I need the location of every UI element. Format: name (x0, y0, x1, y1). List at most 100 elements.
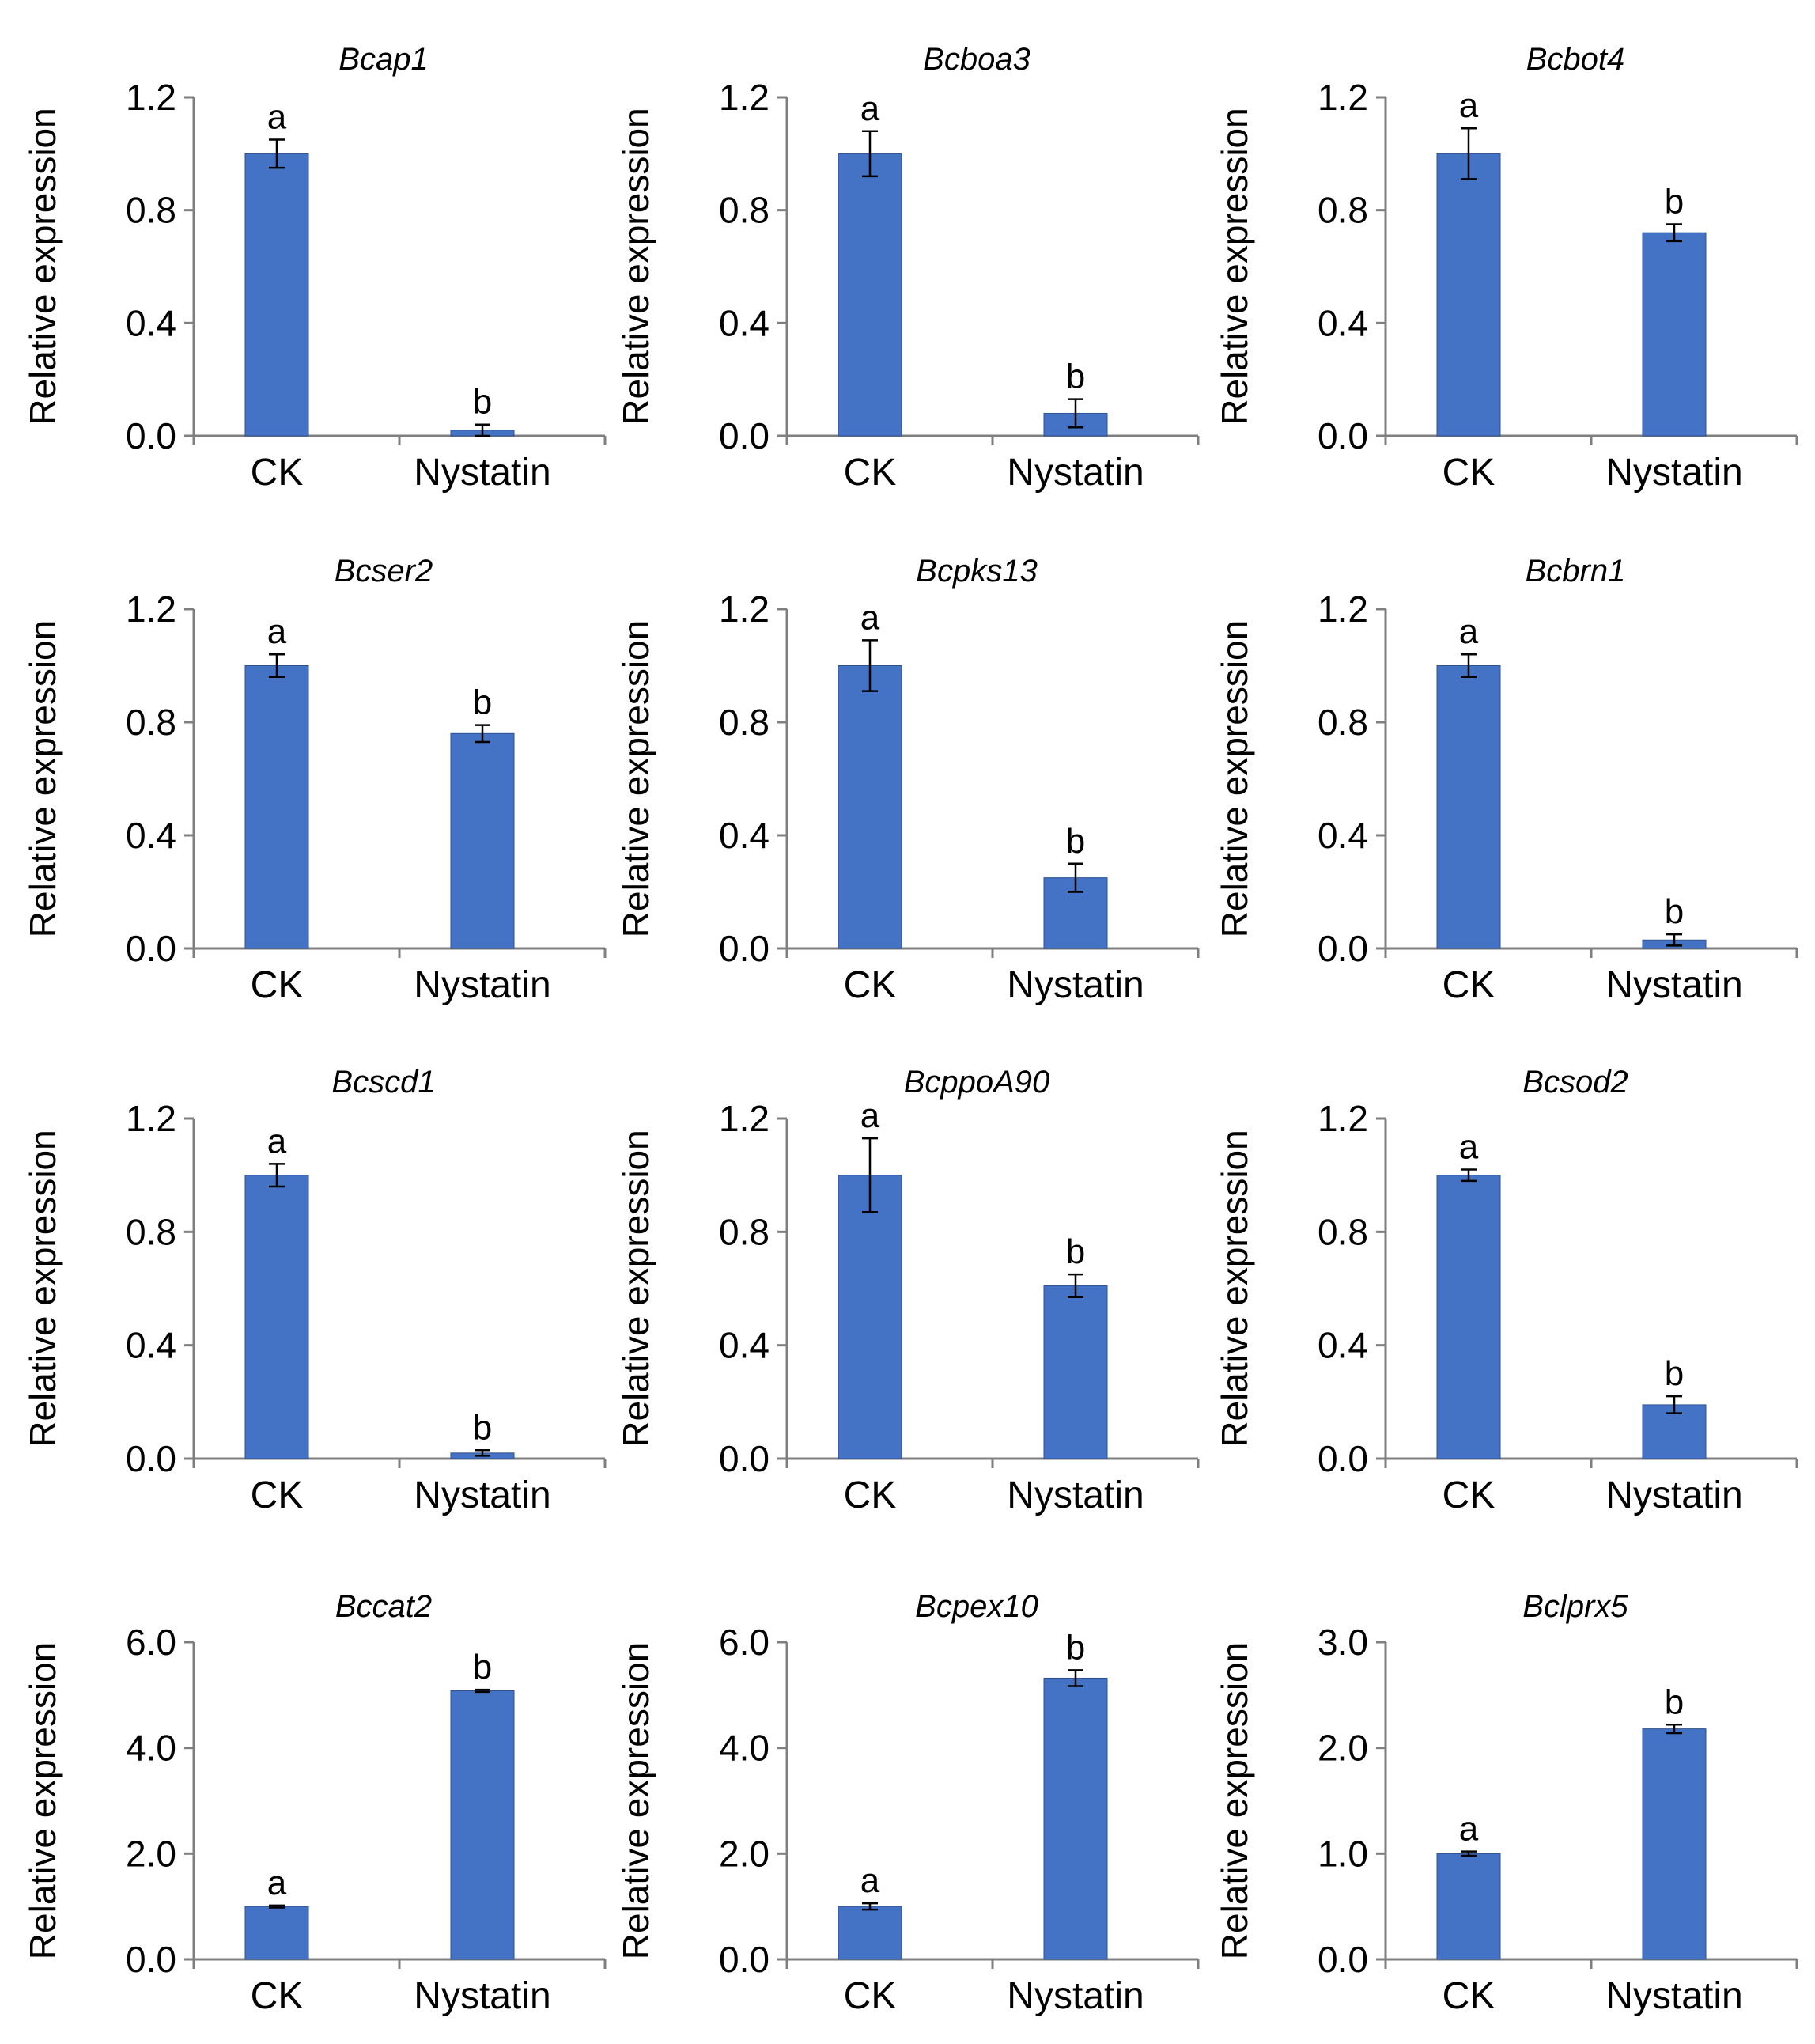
panel-9-y-tick-label: 0.0 (1318, 1438, 1368, 1479)
panel-11-y-tick-label: 0.0 (719, 1939, 769, 1980)
panel-12-significance-nystatin: b (1665, 1683, 1684, 1721)
panel-12-significance-ck: a (1459, 1810, 1479, 1849)
panel-5-significance-ck: a (860, 598, 880, 637)
panel-3-significance-ck: a (1459, 86, 1479, 125)
panel-8-category-label-ck: CK (844, 1474, 897, 1516)
panel-2-y-tick-label: 0.8 (719, 190, 769, 231)
panel-4-y-tick-label: 0.8 (126, 702, 176, 743)
panel-12-y-tick-label: 2.0 (1318, 1728, 1368, 1769)
panel-1-y-tick-label: 0.4 (126, 302, 176, 343)
panel-8-y-axis-label: Relative expression (615, 1130, 656, 1447)
panel-7-category-label-nystatin: Nystatin (414, 1474, 550, 1516)
panel-12-y-tick-label: 0.0 (1318, 1939, 1368, 1980)
panel-12-bclprx5: Bclprx5 Relative expression 0.0 1.0 2.0 3.0 a C… (1214, 1589, 1798, 2017)
panel-5-bcpks13: Bcpks13 Relative expression 0.0 0.4 0.8 1.2 a C… (615, 554, 1200, 1006)
panel-10-title: Bccat2 (335, 1589, 432, 1624)
panel-2-category-label-nystatin: Nystatin (1007, 452, 1144, 494)
panel-11-y-axis-label: Relative expression (615, 1642, 656, 1959)
panel-11-category-label-ck: CK (844, 1975, 897, 2017)
panel-3-bcbot4: Bcbot4 Relative expression 0.0 0.4 0.8 1.2 a CK… (1214, 42, 1798, 494)
panel-2-y-tick-label: 1.2 (719, 77, 769, 118)
panel-6-category-label-ck: CK (1443, 964, 1495, 1006)
panel-10-bar-nystatin (450, 1690, 515, 1960)
panel-3-y-axis-label: Relative expression (1214, 108, 1255, 425)
panel-1-significance-ck: a (267, 98, 287, 137)
panel-5-bar-ck (838, 665, 902, 949)
panel-4-bcser2: Bcser2 Relative expression 0.0 0.4 0.8 1.2 a CK… (22, 554, 607, 1006)
panel-1-y-tick-label: 0.0 (126, 415, 176, 456)
panel-10-bccat2: Bccat2 Relative expression 0.0 2.0 4.0 6.0 a CK… (22, 1589, 607, 2017)
panel-11-bar-ck (838, 1906, 902, 1960)
panel-2-bar-ck (838, 153, 902, 437)
panel-2-significance-ck: a (860, 89, 880, 128)
panel-7-significance-ck: a (267, 1122, 287, 1160)
panel-9-y-tick-label: 0.8 (1318, 1211, 1368, 1252)
panel-9-category-label-nystatin: Nystatin (1605, 1474, 1742, 1516)
panel-11-bar-nystatin (1043, 1677, 1108, 1960)
panel-11-category-label-nystatin: Nystatin (1007, 1975, 1144, 2017)
panel-8-significance-ck: a (860, 1096, 880, 1135)
panel-10-y-tick-label: 2.0 (126, 1833, 176, 1874)
panel-2-bcboa3: Bcboa3 Relative expression 0.0 0.4 0.8 1.2 a CK… (615, 42, 1200, 494)
panel-4-bar-ck (244, 665, 309, 949)
panel-3-y-tick-label: 0.0 (1318, 415, 1368, 456)
panel-10-y-axis-label: Relative expression (22, 1642, 63, 1959)
panel-4-category-label-ck: CK (251, 964, 304, 1006)
panel-5-category-label-ck: CK (844, 964, 897, 1006)
panel-1-significance-nystatin: b (473, 383, 492, 422)
panel-9-y-axis-label: Relative expression (1214, 1130, 1255, 1447)
panel-3-category-label-ck: CK (1443, 452, 1495, 494)
panel-7-y-tick-label: 0.8 (126, 1211, 176, 1252)
panel-10-y-tick-label: 6.0 (126, 1622, 176, 1663)
panel-4-y-tick-label: 1.2 (126, 589, 176, 630)
panel-5-y-axis-label: Relative expression (615, 620, 656, 937)
panel-4-y-axis-label: Relative expression (22, 620, 63, 937)
panel-3-y-tick-label: 0.8 (1318, 190, 1368, 231)
panel-9-category-label-ck: CK (1443, 1474, 1495, 1516)
panel-6-title: Bcbrn1 (1526, 554, 1626, 589)
panel-12-category-label-ck: CK (1443, 1975, 1495, 2017)
panel-9-title: Bcsod2 (1522, 1065, 1628, 1100)
panel-4-y-tick-label: 0.4 (126, 815, 176, 856)
panel-1-category-label-ck: CK (251, 452, 304, 494)
panel-11-bcpex10: Bcpex10 Relative expression 0.0 2.0 4.0 6.0 a C… (615, 1589, 1200, 2017)
panel-6-y-axis-label: Relative expression (1214, 620, 1255, 937)
panel-5-y-tick-label: 0.0 (719, 928, 769, 969)
panel-3-category-label-nystatin: Nystatin (1605, 452, 1742, 494)
panel-10-significance-nystatin: b (473, 1648, 492, 1686)
panel-10-category-label-ck: CK (251, 1975, 304, 2017)
panel-10-category-label-nystatin: Nystatin (414, 1975, 550, 2017)
panel-4-title: Bcser2 (335, 554, 433, 589)
panel-10-bar-ck (244, 1906, 309, 1960)
panel-8-bcppoa90: BcppoA90 Relative expression 0.0 0.4 0.8 1.2 a… (615, 1065, 1200, 1516)
panel-9-bar-ck (1436, 1175, 1501, 1459)
panel-7-y-tick-label: 0.0 (126, 1438, 176, 1479)
panel-8-bar-ck (838, 1175, 902, 1459)
panel-6-bcbrn1: Bcbrn1 Relative expression 0.0 0.4 0.8 1.2 a CK… (1214, 554, 1798, 1006)
panel-4-category-label-nystatin: Nystatin (414, 964, 550, 1006)
panel-11-significance-nystatin: b (1066, 1628, 1085, 1667)
panel-1-bar-ck (244, 153, 309, 437)
panel-12-bar-ck (1436, 1853, 1501, 1960)
panel-9-y-tick-label: 1.2 (1318, 1098, 1368, 1139)
panel-6-category-label-nystatin: Nystatin (1605, 964, 1742, 1006)
panel-6-y-tick-label: 0.8 (1318, 702, 1368, 743)
panel-1-title: Bcap1 (338, 42, 428, 77)
panel-5-significance-nystatin: b (1066, 822, 1085, 861)
panel-3-title: Bcbot4 (1526, 42, 1625, 77)
panel-4-significance-ck: a (267, 612, 287, 651)
panel-12-y-tick-label: 3.0 (1318, 1622, 1368, 1663)
panel-8-title: BcppoA90 (904, 1065, 1050, 1100)
panel-9-bcsod2: Bcsod2 Relative expression 0.0 0.4 0.8 1.2 a CK… (1214, 1065, 1798, 1516)
panel-11-y-tick-label: 6.0 (719, 1622, 769, 1663)
panel-6-y-tick-label: 0.0 (1318, 928, 1368, 969)
panel-8-category-label-nystatin: Nystatin (1007, 1474, 1144, 1516)
panel-1-y-tick-label: 1.2 (126, 77, 176, 118)
panel-3-y-tick-label: 0.4 (1318, 302, 1368, 343)
panel-7-significance-nystatin: b (473, 1408, 492, 1447)
panel-9-y-tick-label: 0.4 (1318, 1325, 1368, 1366)
panel-8-significance-nystatin: b (1066, 1232, 1085, 1271)
panel-3-bar-nystatin (1642, 232, 1707, 437)
panel-12-title: Bclprx5 (1522, 1589, 1628, 1624)
